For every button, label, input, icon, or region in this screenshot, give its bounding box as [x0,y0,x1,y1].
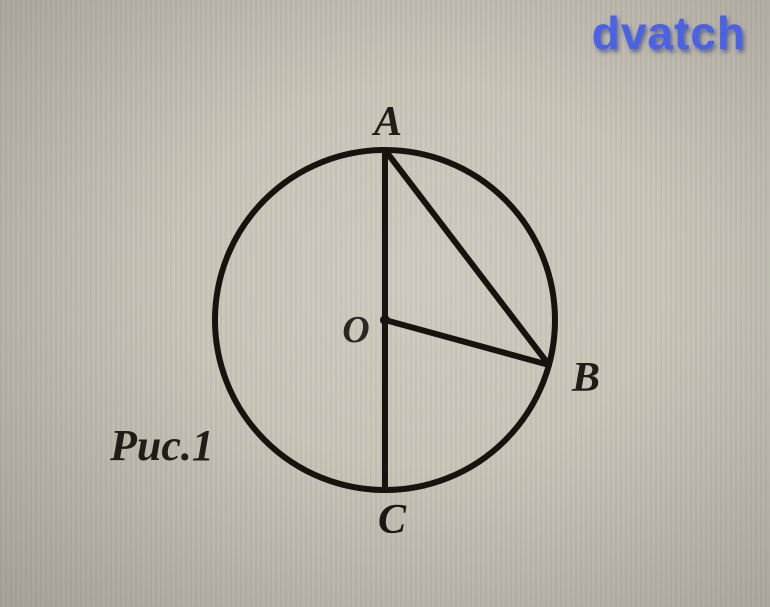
center-dot [380,315,390,325]
geometry-diagram [0,0,770,607]
segment-AB [385,150,549,365]
segment-OB [385,320,549,365]
watermark-text: dvatch [592,6,746,60]
